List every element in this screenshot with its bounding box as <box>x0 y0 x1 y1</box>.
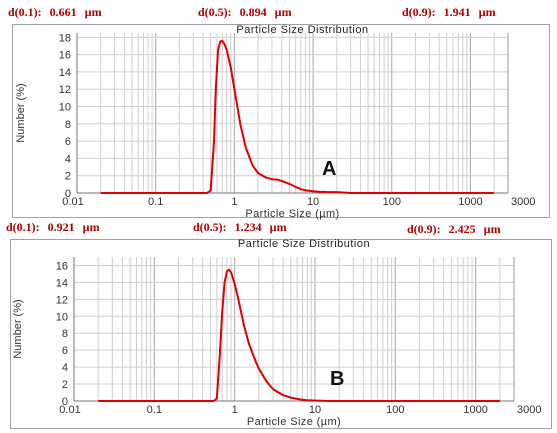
series-line <box>100 39 495 194</box>
x-axis-label: Particle Size (µm) <box>247 416 341 428</box>
x-tick-label: 0.1 <box>147 404 162 416</box>
x-tick-label: 1000 <box>463 404 487 416</box>
y-tick-label: 12 <box>56 294 68 306</box>
stat-label: d(0.9): <box>402 5 436 19</box>
y-tick-label: 16 <box>59 50 71 62</box>
y-tick-label: 16 <box>56 260 68 272</box>
y-tick-label: 12 <box>59 84 71 96</box>
stat-value: 0.661 <box>49 5 77 19</box>
chart-title: Particle Size Distribution <box>236 24 368 36</box>
x-tick-label: 3000 <box>517 404 541 416</box>
y-tick-label: 6 <box>62 345 68 357</box>
y-tick-label: 10 <box>59 102 71 114</box>
x-axis-label: Particle Size (µm) <box>245 208 339 220</box>
stat-unit: µm <box>483 222 501 236</box>
stat-b-d10: d(0.1): 0.921 µm <box>6 220 100 235</box>
stat-value: 0.894 <box>239 5 267 19</box>
stat-a-d90: d(0.9): 1.941 µm <box>402 5 496 20</box>
stat-unit: µm <box>82 220 100 234</box>
stat-label: d(0.5): <box>193 220 227 234</box>
stat-value: 1.941 <box>443 5 471 19</box>
stat-b-d50: d(0.5): 1.234 µm <box>193 220 287 235</box>
stat-b-d90: d(0.9): 2.425 µm <box>407 222 501 237</box>
y-tick-label: 6 <box>65 136 71 148</box>
x-tick-label: 1 <box>232 404 238 416</box>
x-tick-label: 0.01 <box>59 404 80 416</box>
chart-title: Particle Size Distribution <box>238 238 370 250</box>
x-tick-label: 10 <box>307 196 319 208</box>
y-tick-label: 2 <box>65 171 71 183</box>
y-axis-label: Number (%) <box>12 299 24 358</box>
stat-unit: µm <box>274 5 292 19</box>
y-tick-label: 14 <box>56 277 68 289</box>
y-tick-label: 4 <box>65 153 71 165</box>
x-tick-label: 1000 <box>458 196 482 208</box>
stat-unit: µm <box>84 5 102 19</box>
y-tick-label: 2 <box>62 379 68 391</box>
x-tick-label: 100 <box>383 196 401 208</box>
x-tick-label: 100 <box>386 404 404 416</box>
plot-area <box>77 33 508 193</box>
stat-unit: µm <box>269 220 287 234</box>
series-line <box>98 268 500 402</box>
x-tick-label: 3000 <box>511 196 535 208</box>
stat-value: 0.921 <box>47 220 75 234</box>
plot-area <box>74 257 514 401</box>
stat-label: d(0.1): <box>6 220 40 234</box>
y-tick-label: 10 <box>56 311 68 323</box>
stat-a-d10: d(0.1): 0.661 µm <box>8 5 102 20</box>
stat-value: 2.425 <box>448 222 476 236</box>
x-tick-label: 10 <box>309 404 321 416</box>
stat-a-d50: d(0.5): 0.894 µm <box>198 5 292 20</box>
stat-label: d(0.5): <box>198 5 232 19</box>
stat-unit: µm <box>478 5 496 19</box>
y-axis-label: Number (%) <box>15 83 27 142</box>
y-tick-label: 8 <box>65 119 71 131</box>
x-tick-label: 0.1 <box>148 196 163 208</box>
y-tick-label: 0 <box>65 188 71 200</box>
chart-a: Particle Size Distribution 0 2 4 6 8 10 12 14 16 1… <box>15 24 535 220</box>
panel-annotation: B <box>330 368 344 390</box>
stat-label: d(0.9): <box>407 222 441 236</box>
stat-label: d(0.1): <box>8 5 42 19</box>
chart-b: Particle Size Distribution 0 2 4 6 8 10 12 14 16 0… <box>12 238 541 428</box>
y-tick-label: 18 <box>59 32 71 44</box>
stat-value: 1.234 <box>234 220 262 234</box>
y-tick-label: 14 <box>59 67 71 79</box>
x-tick-label: 0.01 <box>62 196 83 208</box>
y-tick-label: 0 <box>62 396 68 408</box>
panel-annotation: A <box>322 158 336 180</box>
y-tick-label: 8 <box>62 328 68 340</box>
x-tick-label: 1 <box>231 196 237 208</box>
y-tick-label: 4 <box>62 362 68 374</box>
